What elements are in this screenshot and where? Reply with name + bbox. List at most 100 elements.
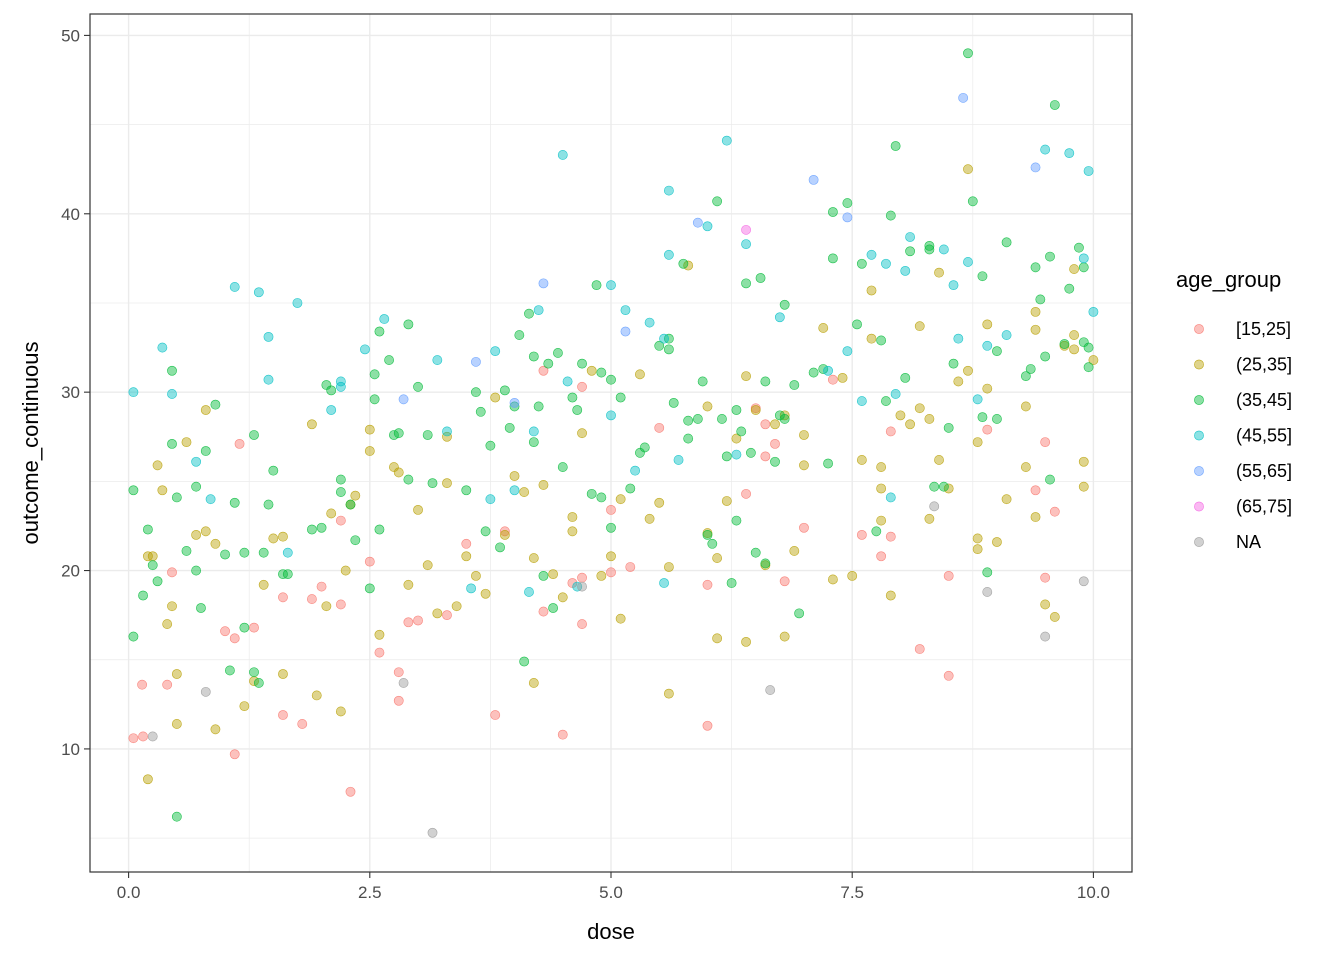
data-point [335, 474, 346, 485]
y-tick-label: 10 [61, 740, 80, 759]
data-point [224, 665, 235, 676]
data-point [828, 253, 838, 264]
data-point [770, 438, 780, 449]
data-point [403, 617, 414, 628]
data-point [162, 619, 173, 629]
data-point [128, 387, 139, 398]
data-point [779, 299, 790, 310]
data-point [924, 513, 935, 524]
data-point [948, 280, 959, 291]
legend-label: NA [1236, 532, 1261, 552]
data-point [220, 626, 230, 637]
data-point [577, 381, 587, 392]
legend-key [1194, 430, 1204, 441]
data-point [475, 406, 486, 417]
data-point [152, 576, 163, 587]
data-point [697, 376, 708, 387]
data-point [799, 430, 809, 440]
data-point [422, 430, 433, 440]
data-point [673, 455, 684, 465]
data-point [654, 340, 665, 351]
data-point [741, 224, 751, 235]
data-point [567, 512, 578, 522]
data-point [852, 319, 862, 330]
data-point [384, 355, 394, 365]
legend-item: (65,75] [1194, 497, 1292, 517]
data-point [364, 583, 375, 594]
data-point [770, 419, 780, 430]
data-point [639, 442, 650, 453]
data-point [509, 485, 520, 496]
data-point [485, 440, 496, 451]
data-point [538, 365, 549, 376]
data-point [712, 196, 723, 207]
legend-key [1194, 324, 1204, 334]
data-point [442, 478, 452, 489]
data-point [1020, 371, 1031, 382]
data-point [963, 365, 973, 376]
data-point [239, 701, 250, 712]
data-point [620, 305, 631, 316]
data-point [1069, 344, 1080, 355]
data-point [557, 462, 568, 472]
data-point [1078, 262, 1089, 273]
legend-items: [15,25] (25,35] (35,45] (45,55] (55,65] (65,7… [1194, 319, 1292, 552]
data-point [263, 374, 274, 385]
legend-item: (45,55] [1194, 426, 1292, 446]
data-point [881, 258, 891, 269]
data-point [885, 210, 896, 221]
data-point [413, 381, 423, 392]
data-point [606, 551, 616, 562]
data-point [553, 348, 563, 358]
data-point [350, 490, 361, 501]
data-point [239, 547, 250, 558]
data-point [808, 367, 819, 378]
data-point [1069, 264, 1080, 274]
data-point [770, 456, 780, 467]
data-point [924, 244, 935, 255]
data-point [442, 610, 452, 621]
data-point [644, 317, 655, 328]
data-point [335, 599, 346, 610]
data-point [427, 478, 438, 489]
data-point [335, 515, 346, 526]
data-point [171, 492, 182, 503]
data-point [1040, 599, 1051, 610]
data-point [1035, 294, 1046, 305]
data-point [842, 198, 853, 208]
data-point [466, 583, 477, 594]
data-point [514, 330, 525, 340]
data-point [557, 592, 568, 603]
data-point [364, 446, 375, 456]
data-point [379, 314, 390, 324]
data-point [745, 447, 756, 458]
data-point [972, 544, 983, 555]
y-axis-ticks: 10 20 30 40 50 [61, 26, 90, 759]
data-point [1078, 456, 1089, 467]
data-point [905, 419, 915, 430]
data-point [683, 415, 694, 426]
data-point [509, 401, 520, 412]
y-axis-title: outcome_continuous [18, 341, 43, 544]
data-point [220, 549, 230, 560]
data-point [167, 389, 177, 399]
data-point [924, 240, 935, 251]
data-point [307, 419, 317, 430]
data-point [307, 524, 317, 535]
data-point [572, 405, 583, 415]
data-point [345, 499, 356, 510]
data-point [239, 622, 250, 633]
data-point [504, 422, 515, 433]
data-point [427, 827, 438, 838]
data-point [702, 579, 713, 590]
data-point [866, 249, 877, 260]
data-point [702, 401, 713, 412]
data-point [1064, 148, 1075, 159]
legend-item: (35,45] [1194, 390, 1292, 410]
data-point [828, 574, 838, 585]
y-tick-label: 20 [61, 562, 80, 581]
legend-item: (55,65] [1194, 461, 1292, 481]
data-point [137, 679, 147, 690]
data-point [963, 164, 973, 175]
data-point [953, 376, 964, 387]
